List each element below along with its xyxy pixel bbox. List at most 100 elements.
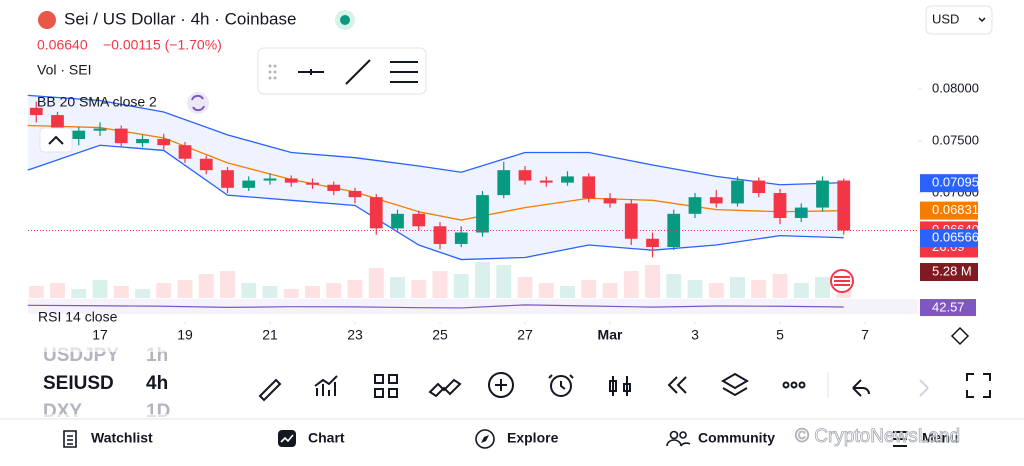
chart-icon-line — [280, 434, 294, 443]
replay-tool[interactable] — [667, 376, 687, 394]
more-tool[interactable] — [782, 381, 790, 389]
axis-settings[interactable] — [950, 326, 970, 346]
add-tool[interactable] — [488, 372, 514, 398]
nav-explore[interactable]: Explore — [507, 430, 559, 446]
volume-bar — [220, 271, 235, 298]
price-badge — [920, 201, 978, 220]
volume-bar — [560, 286, 575, 298]
alert-tool[interactable] — [550, 375, 572, 397]
candle-body — [752, 180, 766, 194]
watermark: © CryptoNewsLand — [795, 426, 960, 447]
compare-tool[interactable] — [428, 378, 462, 398]
rsi-badge — [920, 299, 976, 317]
symbol-title: Sei / US Dollar · 4h · Coinbase — [64, 9, 296, 28]
volume-bar — [581, 280, 597, 298]
volume-bar — [751, 280, 767, 298]
volume-bar — [50, 283, 65, 298]
y-tick-label: 0.08000 — [932, 81, 979, 96]
price-badge-label: 0.06831 — [932, 202, 979, 217]
nav-community[interactable]: Community — [698, 430, 775, 446]
fib-tool[interactable] — [390, 61, 418, 83]
chevron-icon — [48, 135, 64, 145]
volume-bar — [666, 274, 682, 298]
currency-label: USD — [932, 11, 959, 26]
candle-body — [476, 195, 489, 233]
volume-bar — [326, 283, 342, 298]
candle-body — [114, 128, 128, 144]
volume-bar — [283, 289, 299, 298]
candle-body — [624, 203, 638, 239]
candle-body — [284, 178, 298, 183]
candle-body — [454, 232, 468, 244]
trend-line-tool[interactable] — [345, 59, 371, 85]
interval-selected[interactable]: 4h — [146, 373, 168, 394]
symbol-selected[interactable]: SEIUSD — [43, 373, 114, 394]
candle-body — [391, 213, 404, 229]
watchlist-icon — [63, 430, 77, 448]
volume-bar — [71, 289, 87, 298]
volume-bar — [305, 286, 320, 298]
fullscreen[interactable] — [966, 373, 991, 398]
candle-body — [794, 207, 808, 218]
currency-select[interactable] — [925, 5, 993, 35]
volume-bar — [623, 271, 639, 298]
volume-bar — [135, 289, 150, 298]
undo[interactable] — [852, 379, 870, 397]
market-status-dot — [340, 15, 350, 25]
volume-bar — [368, 268, 384, 298]
candle-body — [263, 178, 277, 181]
candle-body — [646, 238, 659, 248]
bb-upper — [27, 94, 844, 186]
collapse-button[interactable] — [39, 127, 73, 153]
candle-body — [497, 170, 511, 196]
nav-chart[interactable]: Chart — [308, 430, 345, 446]
horizontal-ray-tool[interactable] — [298, 69, 324, 75]
nav-watchlist[interactable]: Watchlist — [91, 430, 153, 446]
candle-body — [221, 170, 234, 188]
volume-badge-label: 5.28 M — [932, 263, 972, 278]
x-tick-label: 23 — [347, 327, 363, 343]
candle-body — [773, 193, 787, 218]
volume-bar — [432, 271, 448, 298]
volume-badge — [920, 263, 978, 281]
candle-body — [136, 138, 149, 144]
explore-icon — [475, 429, 495, 449]
layout-tool[interactable] — [374, 374, 398, 398]
candle-body — [327, 184, 341, 191]
candle-body — [93, 128, 107, 131]
community-icon-body — [666, 439, 691, 447]
volume-bar — [645, 265, 660, 298]
x-tick-label: Mar — [598, 327, 623, 343]
menu-icon — [893, 431, 907, 447]
candle-body — [157, 138, 171, 146]
volume-bar — [28, 286, 44, 298]
candle-body — [582, 176, 596, 199]
layers-tool[interactable] — [721, 372, 749, 397]
candle-body — [178, 145, 192, 159]
volume-bar — [475, 262, 490, 298]
draw-tool[interactable] — [258, 378, 282, 402]
price-badge — [920, 174, 978, 193]
indicators-tool[interactable] — [314, 375, 338, 396]
rsi-line — [27, 304, 844, 309]
candle-body — [561, 176, 574, 183]
volume-bar — [538, 283, 554, 298]
chart-type-tool[interactable] — [609, 376, 631, 396]
exchange-flag-stripes — [834, 276, 850, 286]
candle-body — [837, 180, 851, 231]
bb-middle — [27, 124, 844, 221]
nav-menu[interactable]: Menu — [922, 430, 959, 446]
candle-body — [709, 197, 723, 204]
candle-body — [816, 180, 829, 208]
dropdown-icon — [978, 17, 986, 23]
volume-legend: Vol · SEI — [37, 62, 91, 78]
candle-body — [72, 130, 86, 139]
community-icon — [679, 431, 687, 439]
volume-bar — [113, 286, 129, 298]
refresh-icon — [191, 94, 205, 112]
volume-bar — [262, 286, 278, 298]
candle-body — [688, 197, 702, 214]
y-tick-label: 0.07500 — [932, 133, 979, 148]
candle-body — [412, 213, 426, 227]
